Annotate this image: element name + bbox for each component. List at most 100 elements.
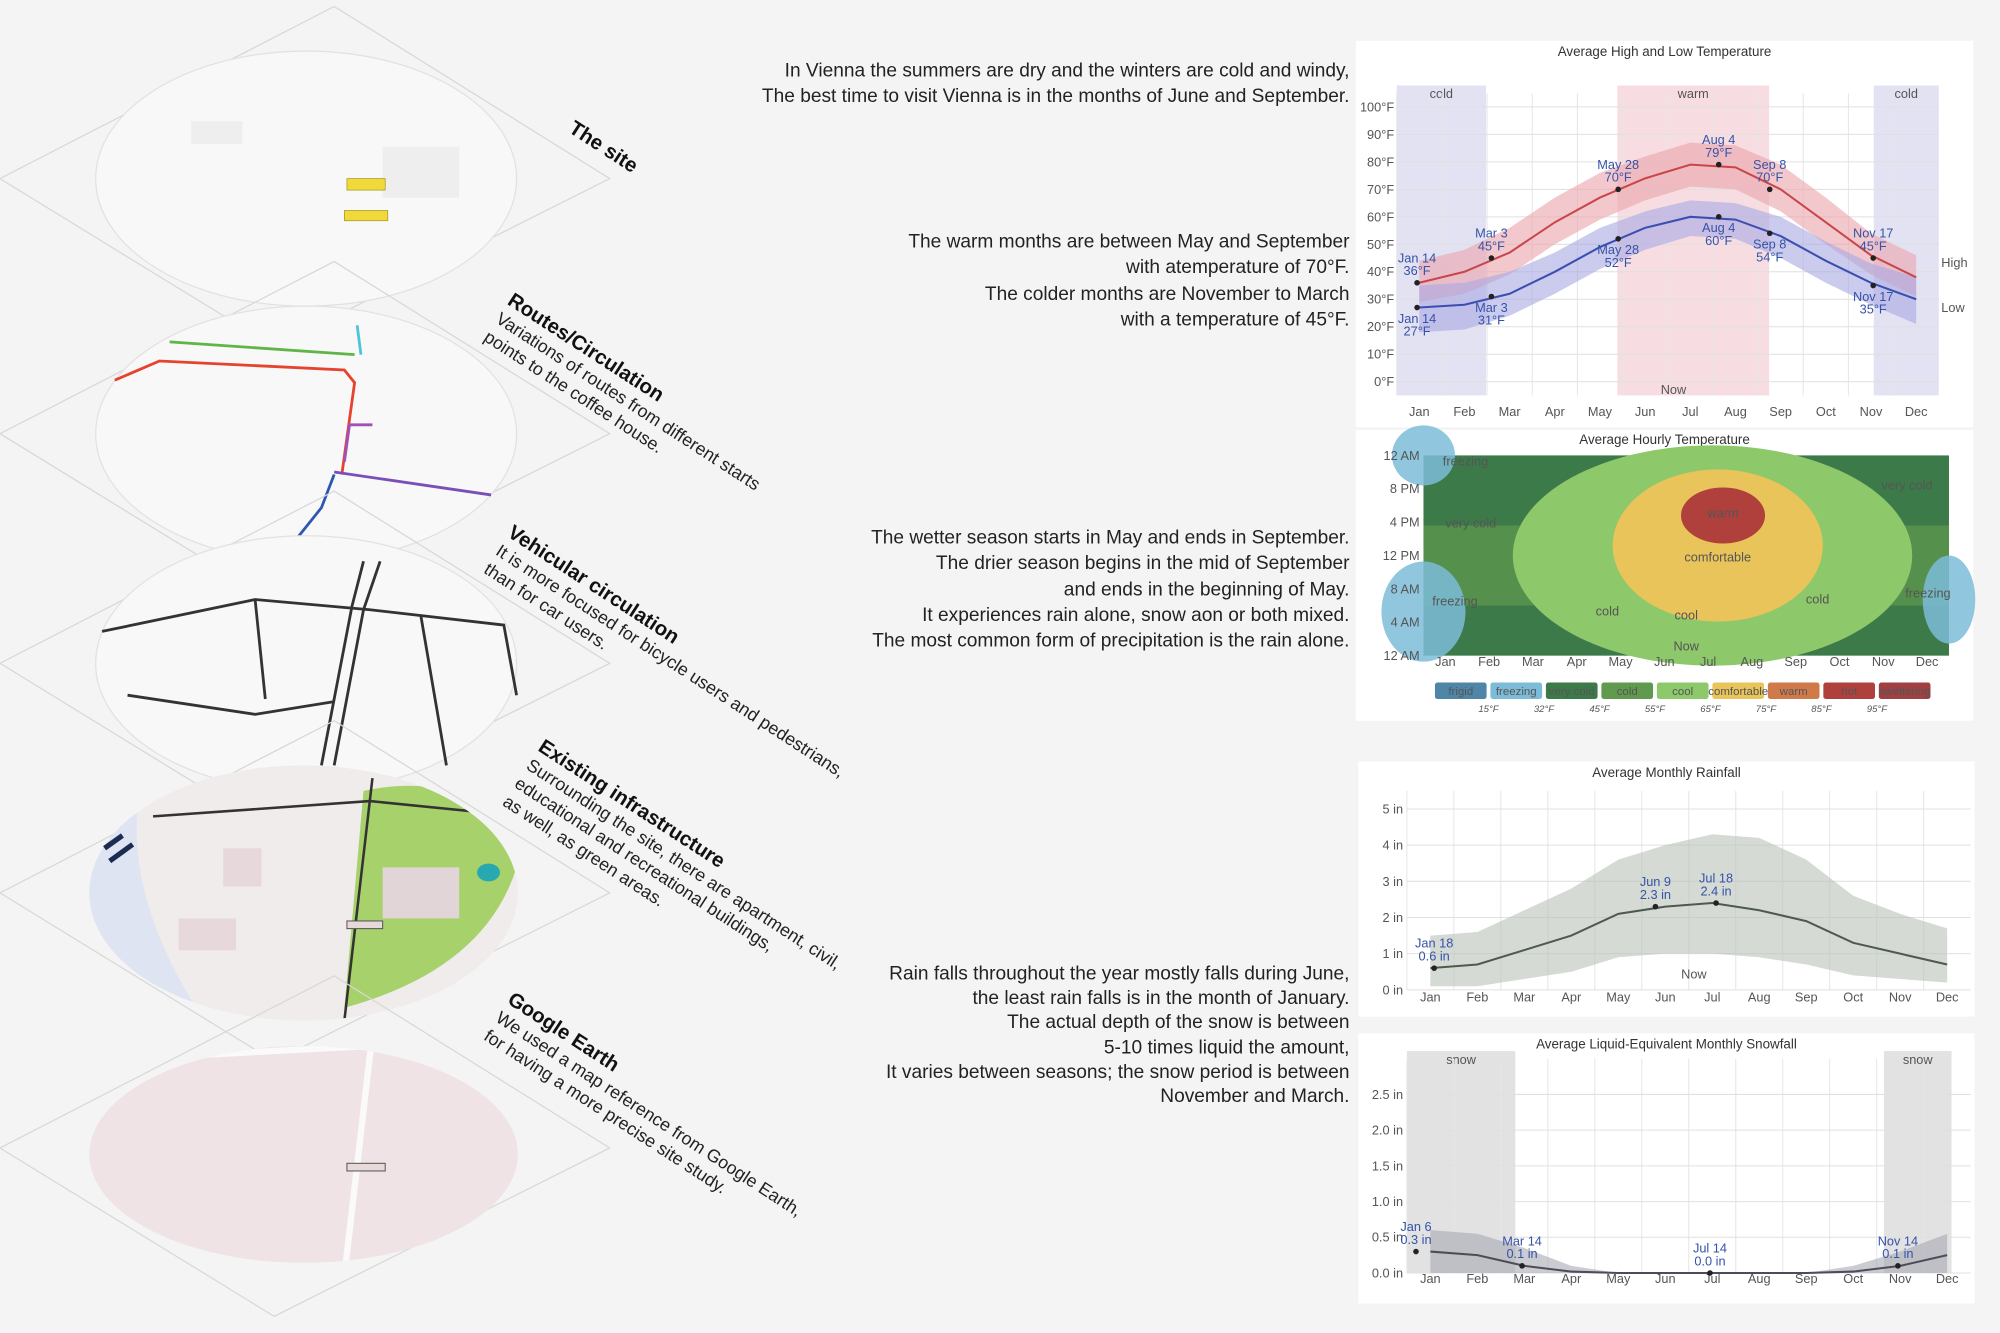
y-tick-label: 1.5 in — [1372, 1158, 1403, 1173]
legend-label: warm — [1779, 686, 1808, 698]
annotation-dot — [1715, 161, 1722, 168]
y-tick-label: 8 AM — [1391, 581, 1420, 596]
legend-label: hot — [1841, 686, 1858, 698]
x-tick-label: May — [1588, 404, 1613, 419]
annotation-dot — [1766, 186, 1773, 193]
x-tick-label: Aug — [1741, 654, 1764, 669]
annotation-dot — [1870, 255, 1877, 261]
annotation-dot — [1431, 965, 1437, 971]
paragraph-line: The most common form of precipitation is… — [872, 631, 1349, 652]
annotation-date: Mar 3 — [1475, 300, 1508, 315]
now-label: Now — [1661, 382, 1687, 397]
paragraph-line: 5-10 times liquid the amount, — [1104, 1038, 1350, 1059]
x-tick-label: Dec — [1936, 1271, 1959, 1286]
road — [320, 560, 365, 766]
x-tick-label: Mar — [1513, 1271, 1536, 1286]
region-label: freezing — [1905, 586, 1950, 601]
annotation-dot — [1615, 236, 1621, 242]
pond — [477, 863, 500, 882]
charts: Average High and Low Temperature cold warm… — [1355, 40, 1976, 1304]
annotation-value: 2.4 in — [1700, 883, 1731, 898]
x-tick-label: Jul — [1704, 989, 1720, 1004]
annotation-date: May 28 — [1597, 242, 1639, 257]
x-tick-label: Aug — [1748, 1271, 1771, 1286]
annotation-value: 70°F — [1605, 170, 1632, 185]
annotation-value: 35°F — [1860, 302, 1887, 317]
x-tick-label: May — [1606, 1271, 1631, 1286]
x-tick-label: Jun — [1655, 989, 1676, 1004]
y-tick-label: 0 in — [1382, 982, 1403, 997]
annotation-date: Jan 14 — [1398, 250, 1436, 265]
legend-label: cold — [1617, 686, 1638, 698]
y-tick-label: 4 PM — [1390, 515, 1420, 530]
annotation-value: 52°F — [1605, 255, 1632, 270]
paragraph-line: In Vienna the summers are dry and the wi… — [785, 61, 1350, 82]
legend-label: High — [1941, 255, 1967, 270]
chart-title: Average Liquid-Equivalent Monthly Snowfa… — [1536, 1037, 1797, 1052]
y-tick-label: 4 in — [1382, 838, 1403, 853]
legend-label: frigid — [1448, 686, 1473, 698]
layer-disc — [95, 535, 518, 792]
x-tick-label: Jul — [1700, 654, 1716, 669]
y-tick-label: 12 AM — [1383, 448, 1419, 463]
layer-routes — [0, 260, 611, 603]
chart: Average High and Low Temperature cold warm… — [1355, 40, 1974, 428]
paragraph-line: It experiences rain alone, snow aon or b… — [922, 605, 1349, 626]
threshold-label: 15°F — [1478, 704, 1499, 715]
paragraph-line: The drier season begins in the mid of Se… — [936, 553, 1350, 574]
series-line — [1419, 163, 1917, 284]
annotation-value: 0.1 in — [1882, 1246, 1913, 1261]
annotation-date: Sep 8 — [1753, 237, 1786, 252]
x-tick-label: Jan — [1435, 654, 1456, 669]
annotation-dot — [1413, 1248, 1419, 1255]
annotation-dot — [1414, 304, 1420, 311]
legend-swatch — [1823, 682, 1875, 700]
y-tick-label: 0.5 in — [1372, 1230, 1403, 1245]
road — [341, 1045, 376, 1263]
series-line — [1430, 1250, 1948, 1275]
legend-label: freezing — [1496, 686, 1537, 698]
paragraph-line: The colder months are November to March — [985, 284, 1350, 305]
annotation-date: Aug 4 — [1702, 132, 1735, 147]
x-tick-label: Jun — [1635, 404, 1656, 419]
y-tick-label: 5 in — [1382, 801, 1403, 816]
legend-swatch — [1545, 682, 1598, 700]
x-tick-label: Dec — [1916, 654, 1939, 669]
legend-swatch — [1878, 682, 1931, 700]
annotation-dot — [1895, 1263, 1901, 1269]
building — [191, 121, 243, 145]
region-label: cold — [1806, 592, 1829, 607]
annotation-value: 70°F — [1756, 170, 1783, 185]
site-marker — [346, 178, 386, 191]
legend-swatch — [1767, 682, 1820, 700]
annotation-dot — [1414, 279, 1420, 286]
x-tick-label: Feb — [1478, 654, 1500, 669]
route — [289, 474, 336, 547]
paragraph-line: with atemperature of 70°F. — [1125, 257, 1349, 278]
building — [382, 146, 460, 198]
x-tick-label: Oct — [1830, 654, 1850, 669]
paragraphs: In Vienna the summers are dry and the wi… — [762, 61, 1350, 1108]
paragraph-line: The warm months are between May and Sept… — [908, 231, 1350, 252]
y-tick-label: 12 AM — [1383, 648, 1419, 663]
heat-zone — [1612, 469, 1823, 622]
annotation-date: Jan 14 — [1398, 311, 1436, 326]
x-tick-label: Nov — [1860, 404, 1883, 419]
region-label: freezing — [1443, 453, 1488, 468]
y-tick-label: 80°F — [1367, 154, 1394, 169]
annotation-value: 0.6 in — [1419, 948, 1450, 963]
region-label: very cold — [1445, 515, 1496, 530]
threshold-label: 95°F — [1867, 704, 1888, 715]
annotation-date: Aug 4 — [1702, 220, 1735, 235]
chart-title: Average High and Low Temperature — [1558, 44, 1772, 59]
site-marker — [346, 920, 384, 930]
road — [101, 598, 518, 696]
x-tick-label: Aug — [1748, 989, 1771, 1004]
paragraph-line: Rain falls throughout the year mostly fa… — [889, 964, 1349, 985]
x-tick-label: Sep — [1784, 654, 1807, 669]
x-tick-label: Jun — [1654, 654, 1675, 669]
paragraph-line: It varies between seasons; the snow peri… — [886, 1062, 1350, 1083]
legend-swatch — [1434, 682, 1487, 700]
period-label: snow — [1446, 1052, 1477, 1067]
